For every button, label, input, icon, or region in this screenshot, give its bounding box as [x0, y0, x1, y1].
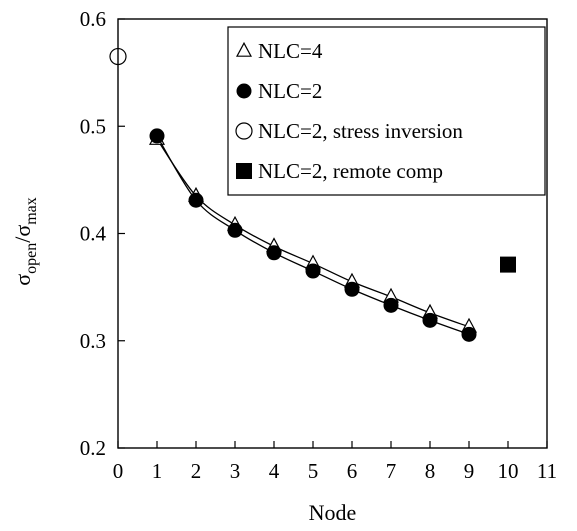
- plot-frame: [117, 18, 548, 449]
- x-tick-label-6: 6: [347, 459, 358, 483]
- legend-label-1: NLC=2: [258, 79, 322, 103]
- x-tick-label-5: 5: [308, 459, 319, 483]
- legend-label-3: NLC=2, remote comp: [258, 159, 443, 183]
- series-1-point-4: [305, 263, 321, 279]
- series-1-point-2: [227, 222, 243, 238]
- series-1-point-8: [461, 326, 477, 342]
- y-title-slash: /: [10, 236, 35, 243]
- ticks-layer: 0 1 2 3 4 5 6 7 8 9 10 11 0.2 0.3 0.4 0.5 0.6: [80, 7, 557, 483]
- series-3-point-0: [500, 256, 516, 273]
- series-3: [500, 256, 516, 273]
- series-1-point-0: [149, 128, 165, 144]
- legend-marker-1: [236, 83, 252, 99]
- y-tick-label-4: 0.6: [80, 7, 106, 31]
- series-1-point-5: [344, 281, 360, 297]
- x-tick-label-9: 9: [464, 459, 475, 483]
- y-tick-label-2: 0.4: [80, 222, 107, 246]
- x-tick-label-10: 10: [498, 459, 519, 483]
- x-axis-title: Node: [309, 500, 357, 525]
- x-tick-label-1: 1: [152, 459, 163, 483]
- legend-label-0: NLC=4: [258, 39, 323, 63]
- y-tick-label-0: 0.2: [80, 436, 106, 460]
- series-1-point-1: [188, 192, 204, 208]
- x-tick-label-11: 11: [537, 459, 557, 483]
- x-tick-label-8: 8: [425, 459, 436, 483]
- series-layer: [109, 47, 516, 342]
- x-tick-label-7: 7: [386, 459, 397, 483]
- legend-marker-3: [236, 163, 252, 179]
- y-title-sigma-2: σ: [10, 225, 35, 237]
- y-title-sub-open: open: [23, 243, 40, 274]
- y-tick-label-1: 0.3: [80, 329, 106, 353]
- x-tick-label-3: 3: [230, 459, 241, 483]
- series-1-point-3: [266, 245, 282, 261]
- y-tick-label-3: 0.5: [80, 114, 106, 138]
- x-tick-label-4: 4: [269, 459, 280, 483]
- series-1-point-7: [422, 312, 438, 328]
- x-tick-label-2: 2: [191, 459, 202, 483]
- y-axis-title: σopen/σmax: [10, 197, 40, 286]
- legend-box: [227, 26, 546, 196]
- legend-marker-2: [235, 122, 253, 140]
- y-title-sigma-1: σ: [10, 274, 35, 286]
- legend-label-2: NLC=2, stress inversion: [258, 119, 463, 143]
- series-1-point-6: [383, 297, 399, 313]
- legend-marker-0: [235, 41, 253, 57]
- x-tick-label-0: 0: [113, 459, 124, 483]
- legend: NLC=4 NLC=2 NLC=2, stress inversion NLC=2, …: [227, 26, 546, 196]
- series-1: [149, 128, 477, 342]
- y-title-sub-max: max: [23, 197, 40, 225]
